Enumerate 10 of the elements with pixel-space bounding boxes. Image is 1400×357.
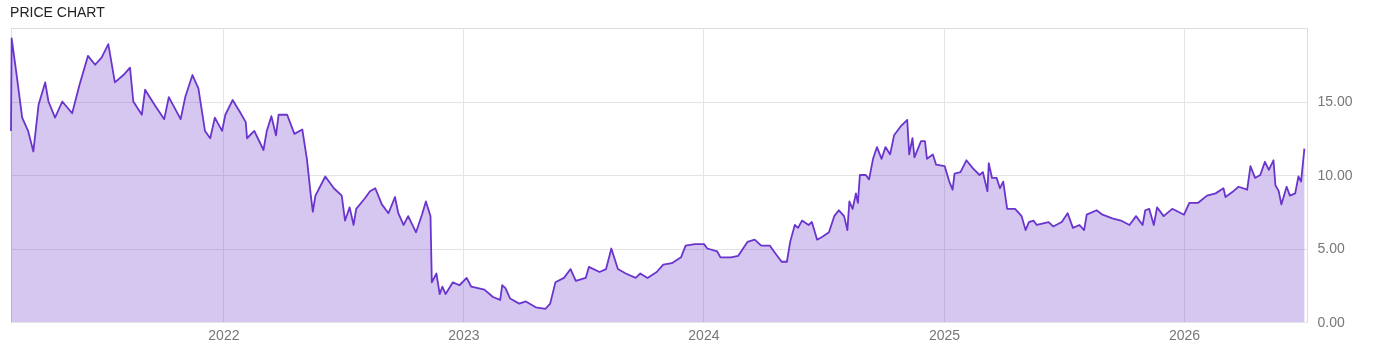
y-tick-label: 5.00 [1317,240,1345,256]
y-tick-label: 10.00 [1317,166,1353,183]
y-tick-label: 0.00 [1317,313,1345,330]
x-tick-label: 2022 [208,326,240,343]
y-tick-label: 15.00 [1317,93,1353,109]
x-tick-label: 2023 [448,326,480,343]
x-tick-label: 2024 [688,326,720,343]
chart-title: PRICE CHART [10,4,106,20]
x-tick-label: 2025 [928,326,961,343]
x-tick-label: 2026 [1168,326,1201,343]
